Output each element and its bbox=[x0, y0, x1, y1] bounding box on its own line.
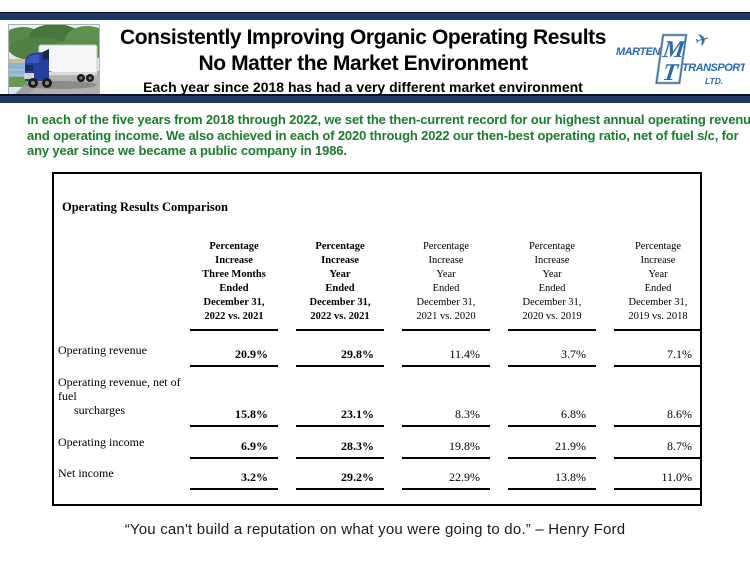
column-header-fy-2019: Percentage Increase Year Ended December 31… bbox=[614, 240, 702, 331]
value-cell: 19.8% bbox=[402, 438, 490, 459]
slide-title-line2: No Matter the Market Environment bbox=[198, 52, 528, 75]
value-cell: 28.3% bbox=[296, 438, 384, 459]
intro-line-1: In each of the five years from 2018 thro… bbox=[27, 112, 750, 127]
slide-title-block: Consistently Improving Organic Operating… bbox=[102, 25, 624, 96]
value-cell: 3.2% bbox=[190, 469, 278, 490]
column-header-fy-2020: Percentage Increase Year Ended December 31… bbox=[508, 240, 596, 331]
row-label: Operating revenue bbox=[58, 343, 147, 357]
intro-line-3: any year since we became a public compan… bbox=[27, 143, 347, 158]
logo-word-marten: MARTEN bbox=[616, 46, 661, 58]
table-title: Operating Results Comparison bbox=[62, 200, 228, 214]
value-cell: 20.9% bbox=[190, 346, 278, 367]
table-row-operating-revenue: Operating revenue 20.9% 29.8% 11.4% 3.7%… bbox=[58, 343, 702, 367]
marten-logo-graphic: ✈ MARTEN M T TRANSPORT LTD. bbox=[616, 29, 748, 86]
table-grid: Percentage Increase Three Months Ended Dec… bbox=[58, 174, 702, 490]
value-cell: 11.0% bbox=[614, 469, 702, 490]
table-header-row: Percentage Increase Three Months Ended Dec… bbox=[58, 240, 702, 331]
value-cell: 8.6% bbox=[614, 406, 702, 427]
column-header-fy-2022: Percentage Increase Year Ended December 31… bbox=[296, 240, 384, 331]
intro-line-2: and operating income. We also achieved i… bbox=[27, 127, 739, 143]
slide-subtitle: Each year since 2018 has had a very diff… bbox=[143, 79, 583, 95]
value-cell: 13.8% bbox=[508, 469, 596, 490]
slide-title-line1: Consistently Improving Organic Operating… bbox=[119, 26, 607, 49]
value-cell: 6.9% bbox=[190, 438, 278, 459]
logo-monogram: M T bbox=[654, 33, 688, 86]
svg-text:T: T bbox=[661, 60, 681, 86]
logo-word-transport: TRANSPORT bbox=[682, 62, 745, 74]
header-top-bar bbox=[0, 12, 750, 20]
airplane-icon: ✈ bbox=[693, 29, 712, 52]
logo-word-ltd: LTD. bbox=[705, 76, 723, 86]
value-cell: 29.8% bbox=[296, 346, 384, 367]
table-row-operating-revenue-net-fuel: Operating revenue, net of fuel surcharge… bbox=[58, 375, 702, 427]
row-label: Operating revenue, net of fuel surcharge… bbox=[58, 375, 181, 417]
row-label: Operating income bbox=[58, 435, 145, 449]
value-cell: 15.8% bbox=[190, 406, 278, 427]
value-cell: 21.9% bbox=[508, 438, 596, 459]
column-header-q4-2022: Percentage Increase Three Months Ended Dec… bbox=[190, 240, 278, 331]
value-cell: 3.7% bbox=[508, 346, 596, 367]
operating-results-table: Operating Results Comparison Percentage I… bbox=[52, 172, 702, 506]
value-cell: 6.8% bbox=[508, 406, 596, 427]
value-cell: 7.1% bbox=[614, 346, 702, 367]
svg-text:M: M bbox=[660, 37, 688, 63]
column-header-fy-2021: Percentage Increase Year Ended December 31… bbox=[402, 240, 490, 331]
value-cell: 22.9% bbox=[402, 469, 490, 490]
table-row-net-income: Net income 3.2% 29.2% 22.9% 13.8% 11.0% bbox=[58, 466, 702, 490]
value-cell: 8.7% bbox=[614, 438, 702, 459]
header-bottom-bar bbox=[0, 94, 750, 103]
table-header-spacer bbox=[58, 240, 190, 331]
row-label: Net income bbox=[58, 466, 114, 480]
marten-transport-logo: ✈ MARTEN M T TRANSPORT LTD. bbox=[615, 29, 748, 93]
henry-ford-quote: “You can't build a reputation on what yo… bbox=[124, 521, 626, 538]
value-cell: 11.4% bbox=[402, 346, 490, 367]
intro-paragraph: In each of the five years from 2018 thro… bbox=[27, 112, 750, 159]
truck-photo bbox=[8, 24, 100, 95]
value-cell: 29.2% bbox=[296, 469, 384, 490]
value-cell: 23.1% bbox=[296, 406, 384, 427]
value-cell: 8.3% bbox=[402, 406, 490, 427]
table-row-operating-income: Operating income 6.9% 28.3% 19.8% 21.9% … bbox=[58, 435, 702, 459]
truck-photo-illustration bbox=[9, 25, 99, 94]
